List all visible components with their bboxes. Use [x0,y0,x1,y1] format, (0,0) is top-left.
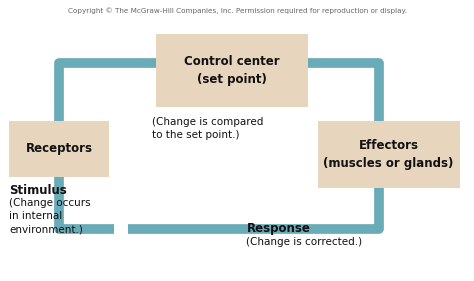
Text: Effectors
(muscles or glands): Effectors (muscles or glands) [323,139,454,170]
FancyBboxPatch shape [318,121,460,188]
Text: (Change occurs
in internal
environment.): (Change occurs in internal environment.) [9,198,91,235]
Text: Control center
(set point): Control center (set point) [184,55,280,86]
FancyBboxPatch shape [9,121,109,177]
Text: Copyright © The McGraw-Hill Companies, Inc. Permission required for reproduction: Copyright © The McGraw-Hill Companies, I… [67,7,407,14]
Text: Stimulus: Stimulus [9,184,67,197]
Text: Receptors: Receptors [26,142,93,155]
FancyBboxPatch shape [156,34,308,107]
Text: (Change is corrected.): (Change is corrected.) [246,237,363,248]
Text: (Change is compared
to the set point.): (Change is compared to the set point.) [152,117,263,140]
Text: Response: Response [246,222,310,235]
